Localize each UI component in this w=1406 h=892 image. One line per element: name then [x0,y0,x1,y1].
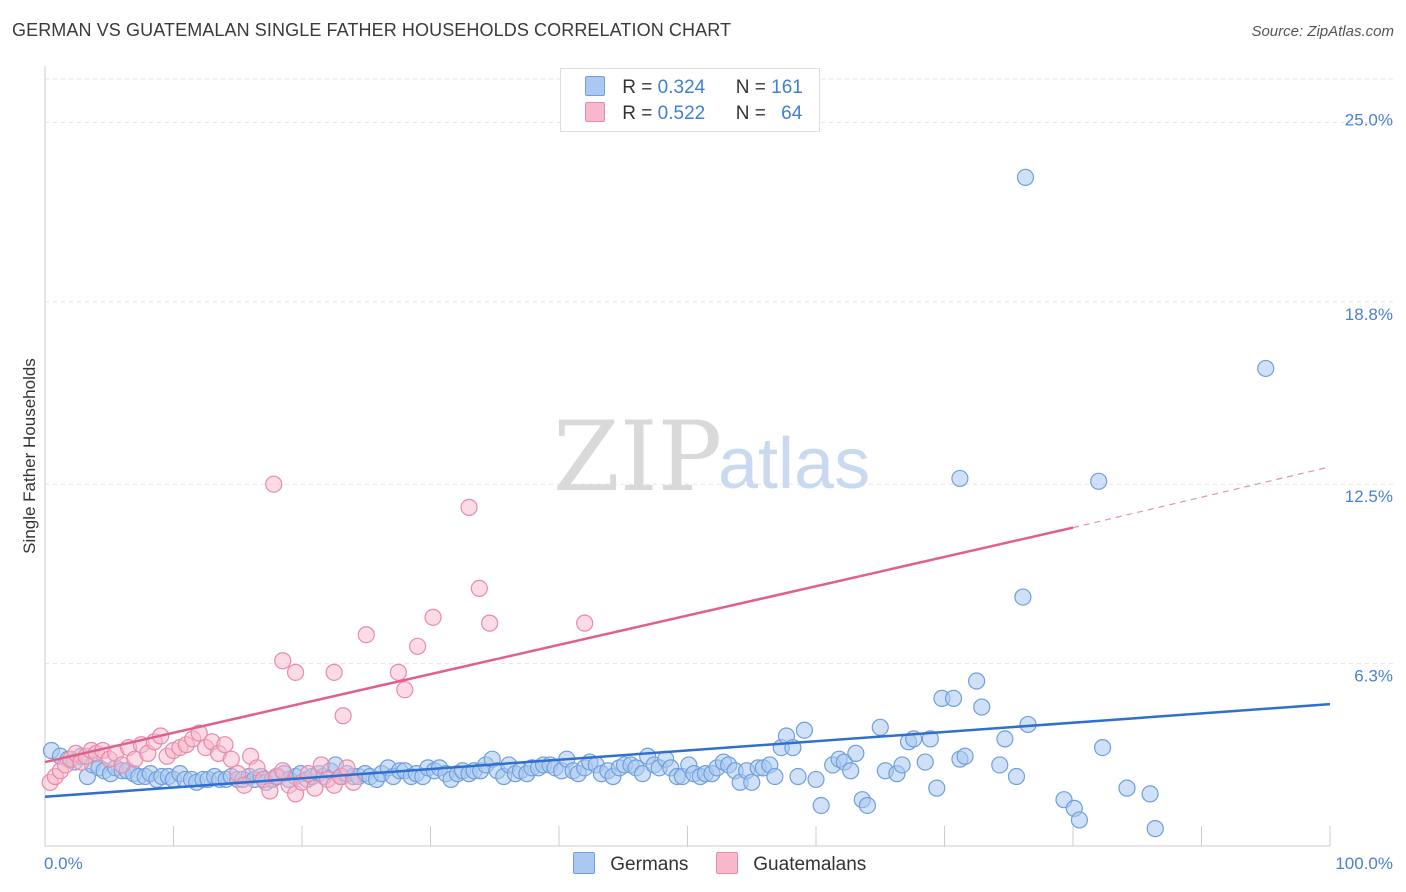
data-point-germans [766,767,784,786]
data-point-germans [968,672,986,690]
data-point-guatemalans [274,762,292,780]
data-point-germans [842,762,860,780]
data-point-guatemalans [334,707,352,725]
data-point-germans [847,744,865,762]
data-point-germans [951,469,969,488]
data-point-germans [944,689,963,707]
data-point-guatemalans [274,652,292,670]
data-point-germans [921,730,939,748]
legend-n-label: N = [735,103,766,124]
data-point-germans [1016,168,1035,187]
legend-row-germans: R = 0.324 N = 161 [585,76,803,100]
data-point-germans [812,796,830,815]
legend-n-label: N = [735,77,766,98]
x-tick-label-max: 100.0% [1335,854,1393,873]
data-point-germans [633,765,652,783]
bottom-legend-label-germans: Germans [610,854,689,875]
data-point-guatemalans [576,614,594,632]
watermark-atlas: atlas [718,424,870,504]
series-guatemalans-points [41,475,594,803]
data-point-guatemalans [235,776,253,794]
trend-line-guatemalans-extension [1072,466,1331,529]
x-tick-labels: 0.0% 100.0% [44,854,1393,873]
bottom-legend-guatemalans: Guatemalans [716,852,866,876]
legend-n-value-guatemalans: 64 [781,103,803,124]
data-point-guatemalans [265,475,283,493]
data-point-germans [1093,738,1112,757]
data-point-guatemalans [424,608,442,626]
y-tick-label: 18.8% [1345,305,1393,324]
data-point-guatemalans [481,614,499,632]
data-point-germans [871,718,889,736]
data-point-guatemalans [409,637,427,655]
data-point-germans [743,773,761,791]
data-point-germans [973,698,991,716]
correlation-legend: R = 0.324 N = 161 R = 0.522 N = 64 [560,68,820,132]
data-point-germans [928,779,946,797]
data-point-germans [1146,820,1164,838]
y-tick-labels: 6.3% 12.5% 18.8% 25.0% [1345,110,1393,685]
data-point-germans [1070,811,1089,829]
data-point-guatemalans [216,736,234,754]
legend-r-label: R = [622,77,653,98]
data-point-guatemalans [190,724,208,742]
data-point-guatemalans [396,681,414,699]
trend-lines [44,466,1331,799]
legend-row-guatemalans: R = 0.522 N = 64 [585,102,802,126]
bottom-legend-label-guatemalans: Guatemalans [753,854,867,875]
data-point-germans [1090,472,1108,490]
bottom-legend-germans: Germans [573,852,688,876]
legend-r-value-germans: 0.324 [657,77,706,98]
legend-r-label: R = [622,103,653,124]
data-point-germans [916,753,934,771]
y-tick-label: 6.3% [1354,667,1393,686]
trend-line-guatemalans [44,526,1074,764]
y-tick-label: 25.0% [1345,110,1393,129]
data-point-guatemalans [470,579,488,598]
watermark-zip: ZIP [553,401,722,513]
data-point-germans [991,756,1009,774]
legend-r-value-guatemalans: 0.522 [657,103,706,124]
data-point-germans [858,796,877,815]
data-point-guatemalans [261,782,279,800]
data-point-guatemalans [312,756,330,774]
x-tick-label-min: 0.0% [44,854,83,873]
source-credit: Source: ZipAtlas.com [1251,23,1394,40]
data-point-germans [807,770,825,789]
bottom-legend-swatch-guatemalans [716,852,738,874]
y-tick-label: 12.5% [1345,487,1393,506]
legend-n-value-germans: 161 [771,77,803,98]
data-point-guatemalans [460,498,478,516]
chart-title: GERMAN VS GUATEMALAN SINGLE FATHER HOUSE… [12,20,732,40]
data-point-germans [893,756,911,774]
data-point-germans [1118,779,1136,797]
data-point-germans [795,721,814,739]
data-point-guatemalans [325,663,343,681]
data-point-guatemalans [222,750,240,768]
data-point-guatemalans [389,663,407,681]
data-point-germans [1141,785,1159,803]
trend-line-germans [44,702,1331,799]
axes [44,66,1331,847]
grid-lines [45,78,1395,665]
data-point-germans [996,730,1014,748]
data-point-germans [1014,588,1032,606]
legend-swatch-guatemalans [585,102,605,122]
data-point-germans [789,767,807,786]
data-point-guatemalans [357,626,375,644]
data-point-germans [1007,767,1026,786]
data-point-guatemalans [344,773,362,791]
data-point-germans [956,747,974,765]
data-point-germans [1257,359,1275,378]
bottom-legend-swatch-germans [573,852,595,874]
data-point-guatemalans [286,663,305,681]
data-point-guatemalans [306,779,324,797]
legend-swatch-germans [585,76,605,96]
